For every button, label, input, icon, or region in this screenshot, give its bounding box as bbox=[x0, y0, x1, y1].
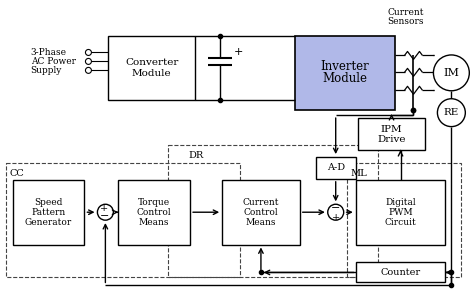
Bar bbox=[346, 163, 461, 278]
Text: Counter: Counter bbox=[381, 268, 420, 277]
Text: Means: Means bbox=[246, 218, 276, 227]
Text: +: + bbox=[233, 48, 243, 57]
Text: DR: DR bbox=[188, 151, 203, 160]
Text: Control: Control bbox=[244, 208, 278, 217]
Bar bbox=[168, 145, 378, 278]
Text: Control: Control bbox=[137, 208, 172, 217]
Text: Module: Module bbox=[322, 72, 367, 85]
Text: Converter: Converter bbox=[125, 58, 178, 67]
Text: IM: IM bbox=[444, 68, 459, 78]
Circle shape bbox=[85, 58, 91, 64]
Bar bbox=[6, 163, 240, 278]
Text: Means: Means bbox=[139, 218, 170, 227]
Circle shape bbox=[98, 204, 113, 220]
Text: +: + bbox=[332, 213, 340, 222]
Text: IPM: IPM bbox=[381, 125, 402, 134]
Text: Current: Current bbox=[243, 198, 279, 207]
Text: CC: CC bbox=[9, 169, 25, 178]
Bar bbox=[295, 36, 394, 110]
Text: PWM: PWM bbox=[388, 208, 413, 217]
Bar bbox=[118, 180, 190, 245]
Text: Sensors: Sensors bbox=[387, 17, 424, 26]
Text: RE: RE bbox=[444, 108, 459, 117]
Text: 3-Phase: 3-Phase bbox=[31, 48, 67, 57]
Text: Drive: Drive bbox=[377, 135, 406, 144]
Text: Current: Current bbox=[387, 8, 424, 17]
Text: Pattern: Pattern bbox=[31, 208, 66, 217]
Text: Supply: Supply bbox=[31, 66, 62, 75]
Bar bbox=[109, 36, 195, 100]
Circle shape bbox=[433, 55, 469, 91]
Text: ML: ML bbox=[351, 169, 367, 178]
Text: Generator: Generator bbox=[25, 218, 72, 227]
Bar bbox=[222, 180, 300, 245]
Text: A-D: A-D bbox=[327, 163, 345, 172]
Bar bbox=[356, 262, 446, 282]
Text: −: − bbox=[331, 203, 340, 213]
Bar bbox=[358, 118, 426, 150]
Circle shape bbox=[85, 49, 91, 55]
Text: Inverter: Inverter bbox=[320, 61, 369, 73]
Text: Torque: Torque bbox=[138, 198, 170, 207]
Circle shape bbox=[438, 99, 465, 127]
Bar bbox=[356, 180, 446, 245]
Text: Module: Module bbox=[132, 69, 172, 78]
Circle shape bbox=[85, 67, 91, 73]
Text: +: + bbox=[100, 204, 109, 213]
Bar bbox=[13, 180, 84, 245]
Text: Circuit: Circuit bbox=[384, 218, 416, 227]
Text: AC Power: AC Power bbox=[31, 57, 76, 66]
Text: Digital: Digital bbox=[385, 198, 416, 207]
Circle shape bbox=[328, 204, 344, 220]
Text: Speed: Speed bbox=[35, 198, 63, 207]
Text: −: − bbox=[100, 211, 109, 221]
Bar bbox=[316, 157, 356, 179]
